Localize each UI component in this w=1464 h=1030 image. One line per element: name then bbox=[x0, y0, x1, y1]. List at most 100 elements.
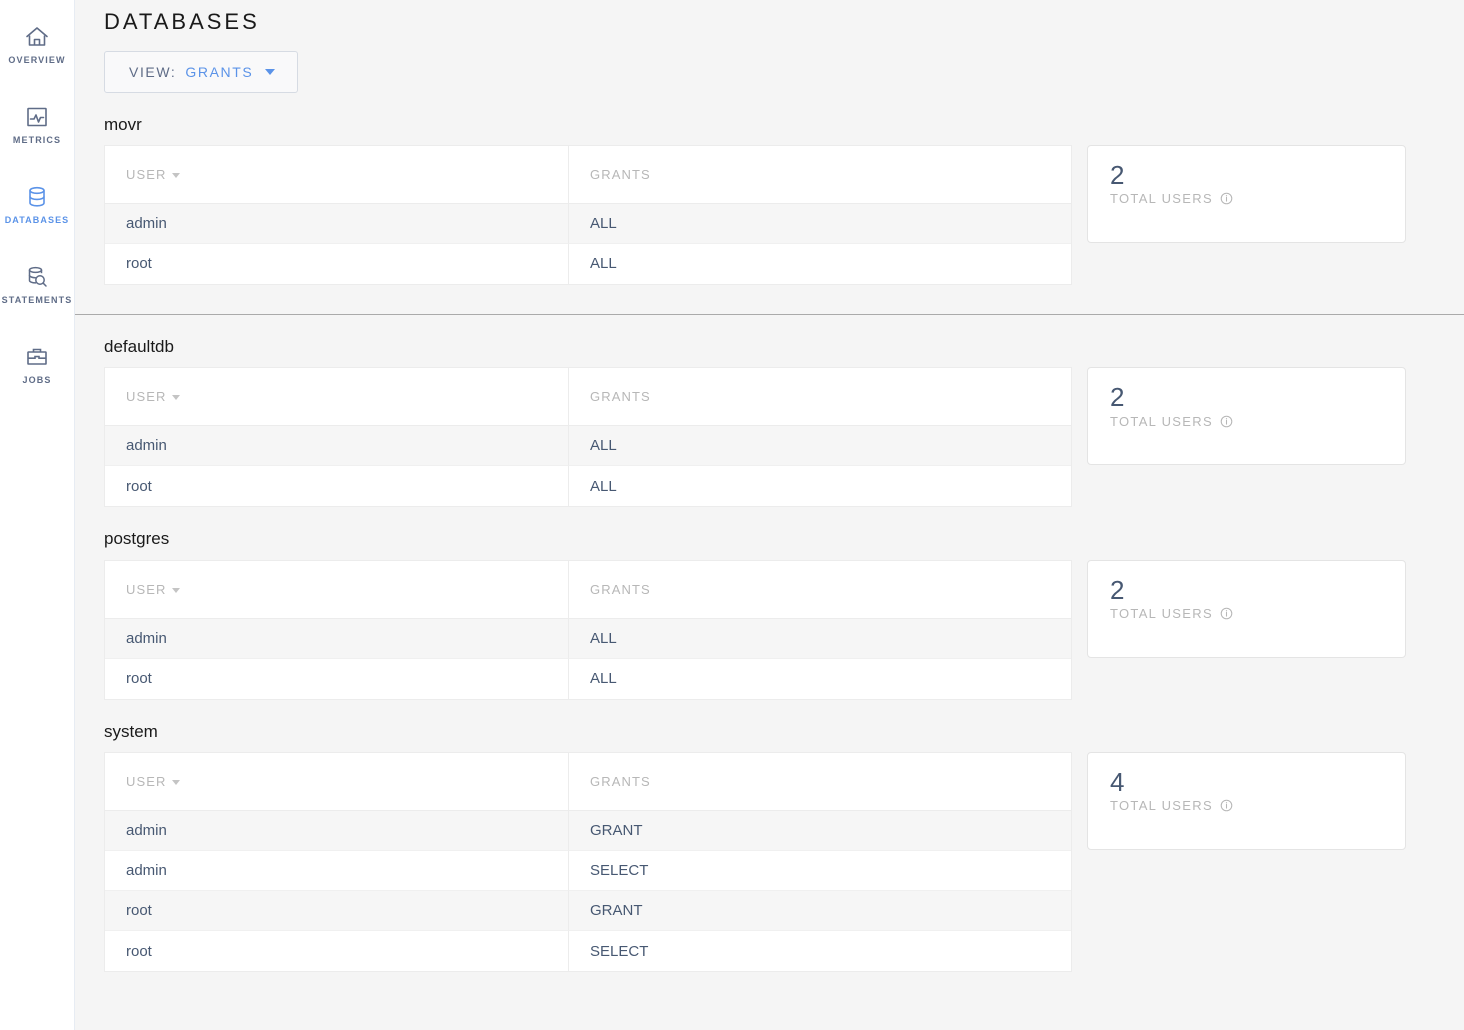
column-header-grants[interactable]: GRANTS bbox=[569, 368, 1071, 427]
table-row[interactable]: root ALL bbox=[105, 243, 1071, 284]
sort-descending-icon bbox=[171, 395, 180, 401]
cell-grants: GRANT bbox=[569, 811, 1071, 852]
total-users-label: TOTAL USERS bbox=[1110, 606, 1213, 622]
grants-table: USER GRANTS admin ALL root ALL bbox=[104, 144, 1072, 285]
view-selector-dropdown[interactable]: VIEW: GRANTS bbox=[104, 50, 299, 93]
cell-user: admin bbox=[105, 618, 569, 659]
page-title: DATABASES bbox=[104, 9, 260, 34]
database-name: defaultdb bbox=[104, 336, 174, 356]
total-users-label-row: TOTAL USERS bbox=[1110, 606, 1405, 621]
cell-user: admin bbox=[105, 203, 569, 244]
database-icon bbox=[24, 184, 50, 210]
database-section-body: USER GRANTS admin ALL root ALL 2 TOTAL USERS bbox=[104, 144, 1464, 285]
column-header-grants[interactable]: GRANTS bbox=[569, 145, 1071, 204]
total-users-card: 4 TOTAL USERS bbox=[1087, 752, 1406, 851]
cell-grants: ALL bbox=[569, 466, 1071, 507]
database-section-body: USER GRANTS admin ALL root ALL 2 TOTAL USERS bbox=[104, 559, 1464, 700]
sidebar-item-jobs[interactable]: Jobs bbox=[0, 324, 75, 404]
info-icon[interactable] bbox=[1220, 192, 1233, 205]
cell-grants: ALL bbox=[569, 426, 1071, 467]
total-users-label-row: TOTAL USERS bbox=[1110, 798, 1405, 813]
sidebar-item-metrics[interactable]: Metrics bbox=[0, 84, 75, 164]
cell-grants: ALL bbox=[569, 618, 1071, 659]
total-users-card: 2 TOTAL USERS bbox=[1087, 559, 1406, 658]
info-icon[interactable] bbox=[1220, 607, 1233, 620]
cell-grants: ALL bbox=[569, 203, 1071, 244]
column-header-grants[interactable]: GRANTS bbox=[569, 560, 1071, 619]
column-header-grants[interactable]: GRANTS bbox=[569, 753, 1071, 812]
total-users-label: TOTAL USERS bbox=[1110, 798, 1213, 814]
sidebar-item-label: Statements bbox=[1, 294, 73, 305]
database-name: system bbox=[104, 721, 158, 741]
home-icon bbox=[24, 24, 50, 50]
cell-grants: ALL bbox=[569, 658, 1071, 699]
total-users-value: 2 bbox=[1110, 159, 1125, 190]
column-header-user[interactable]: USER bbox=[105, 560, 569, 619]
database-section: postgres USER GRANTS admin ALL root ALL 2 TOTAL … bbox=[75, 507, 1464, 700]
cell-user: root bbox=[105, 243, 569, 284]
database-name: movr bbox=[104, 114, 142, 134]
database-section-body: USER GRANTS admin ALL root ALL 2 TOTAL USERS bbox=[104, 367, 1464, 508]
cell-user: root bbox=[105, 891, 569, 932]
database-name: postgres bbox=[104, 529, 170, 549]
info-icon[interactable] bbox=[1220, 415, 1233, 428]
table-row[interactable]: root ALL bbox=[105, 658, 1071, 699]
chevron-down-icon bbox=[265, 69, 276, 76]
view-selector-label: VIEW: bbox=[129, 63, 177, 80]
table-header-row: USER GRANTS bbox=[105, 560, 1071, 619]
table-row[interactable]: root ALL bbox=[105, 466, 1071, 507]
cell-grants: SELECT bbox=[569, 931, 1071, 972]
database-section: movr USER GRANTS admin ALL root ALL 2 TOTAL USER… bbox=[75, 93, 1464, 315]
column-header-user[interactable]: USER bbox=[105, 145, 569, 204]
cell-user: admin bbox=[105, 426, 569, 467]
table-header-row: USER GRANTS bbox=[105, 145, 1071, 204]
table-row[interactable]: admin SELECT bbox=[105, 851, 1071, 892]
total-users-card: 2 TOTAL USERS bbox=[1087, 144, 1406, 243]
total-users-card: 2 TOTAL USERS bbox=[1087, 367, 1406, 466]
table-row[interactable]: admin ALL bbox=[105, 203, 1071, 244]
column-header-user[interactable]: USER bbox=[105, 753, 569, 812]
table-row[interactable]: root SELECT bbox=[105, 931, 1071, 972]
table-row[interactable]: admin GRANT bbox=[105, 811, 1071, 852]
table-row[interactable]: admin ALL bbox=[105, 618, 1071, 659]
total-users-label-row: TOTAL USERS bbox=[1110, 191, 1405, 206]
column-header-user-label: USER bbox=[126, 166, 167, 182]
total-users-label: TOTAL USERS bbox=[1110, 413, 1213, 429]
table-row[interactable]: admin ALL bbox=[105, 426, 1071, 467]
cell-grants: ALL bbox=[569, 243, 1071, 284]
sidebar: Overview Metrics Databases bbox=[0, 0, 75, 1030]
total-users-label-row: TOTAL USERS bbox=[1110, 414, 1405, 429]
sidebar-item-label: Overview bbox=[8, 54, 66, 65]
cell-grants: GRANT bbox=[569, 891, 1071, 932]
grants-table: USER GRANTS admin GRANT admin SELECT root GRANT… bbox=[104, 752, 1072, 973]
grants-table: USER GRANTS admin ALL root ALL bbox=[104, 367, 1072, 508]
cell-user: root bbox=[105, 466, 569, 507]
column-header-user-label: USER bbox=[126, 581, 167, 597]
grants-table: USER GRANTS admin ALL root ALL bbox=[104, 559, 1072, 700]
database-section-body: USER GRANTS admin GRANT admin SELECT root GRANT… bbox=[104, 752, 1464, 973]
table-header-row: USER GRANTS bbox=[105, 753, 1071, 812]
total-users-value: 2 bbox=[1110, 382, 1125, 413]
database-section: defaultdb USER GRANTS admin ALL root ALL 2 TOTAL… bbox=[75, 315, 1464, 508]
total-users-value: 2 bbox=[1110, 574, 1125, 605]
total-users-value: 4 bbox=[1110, 767, 1125, 798]
sort-descending-icon bbox=[171, 173, 180, 179]
briefcase-icon bbox=[24, 344, 50, 370]
total-users-label: TOTAL USERS bbox=[1110, 191, 1213, 207]
column-header-user-label: USER bbox=[126, 774, 167, 790]
sidebar-item-overview[interactable]: Overview bbox=[0, 4, 75, 84]
table-row[interactable]: root GRANT bbox=[105, 891, 1071, 932]
sidebar-item-label: Metrics bbox=[12, 134, 62, 145]
view-selector-container: VIEW: GRANTS bbox=[75, 37, 1464, 93]
cell-grants: SELECT bbox=[569, 851, 1071, 892]
database-sections: movr USER GRANTS admin ALL root ALL 2 TOTAL USER… bbox=[75, 93, 1464, 973]
sidebar-item-databases[interactable]: Databases bbox=[0, 164, 75, 244]
sidebar-item-label: Jobs bbox=[22, 374, 52, 385]
column-header-user[interactable]: USER bbox=[105, 368, 569, 427]
info-icon[interactable] bbox=[1220, 799, 1233, 812]
cell-user: root bbox=[105, 931, 569, 972]
sidebar-item-statements[interactable]: Statements bbox=[0, 244, 75, 324]
view-selector-value: GRANTS bbox=[185, 63, 254, 80]
table-header-row: USER GRANTS bbox=[105, 368, 1071, 427]
